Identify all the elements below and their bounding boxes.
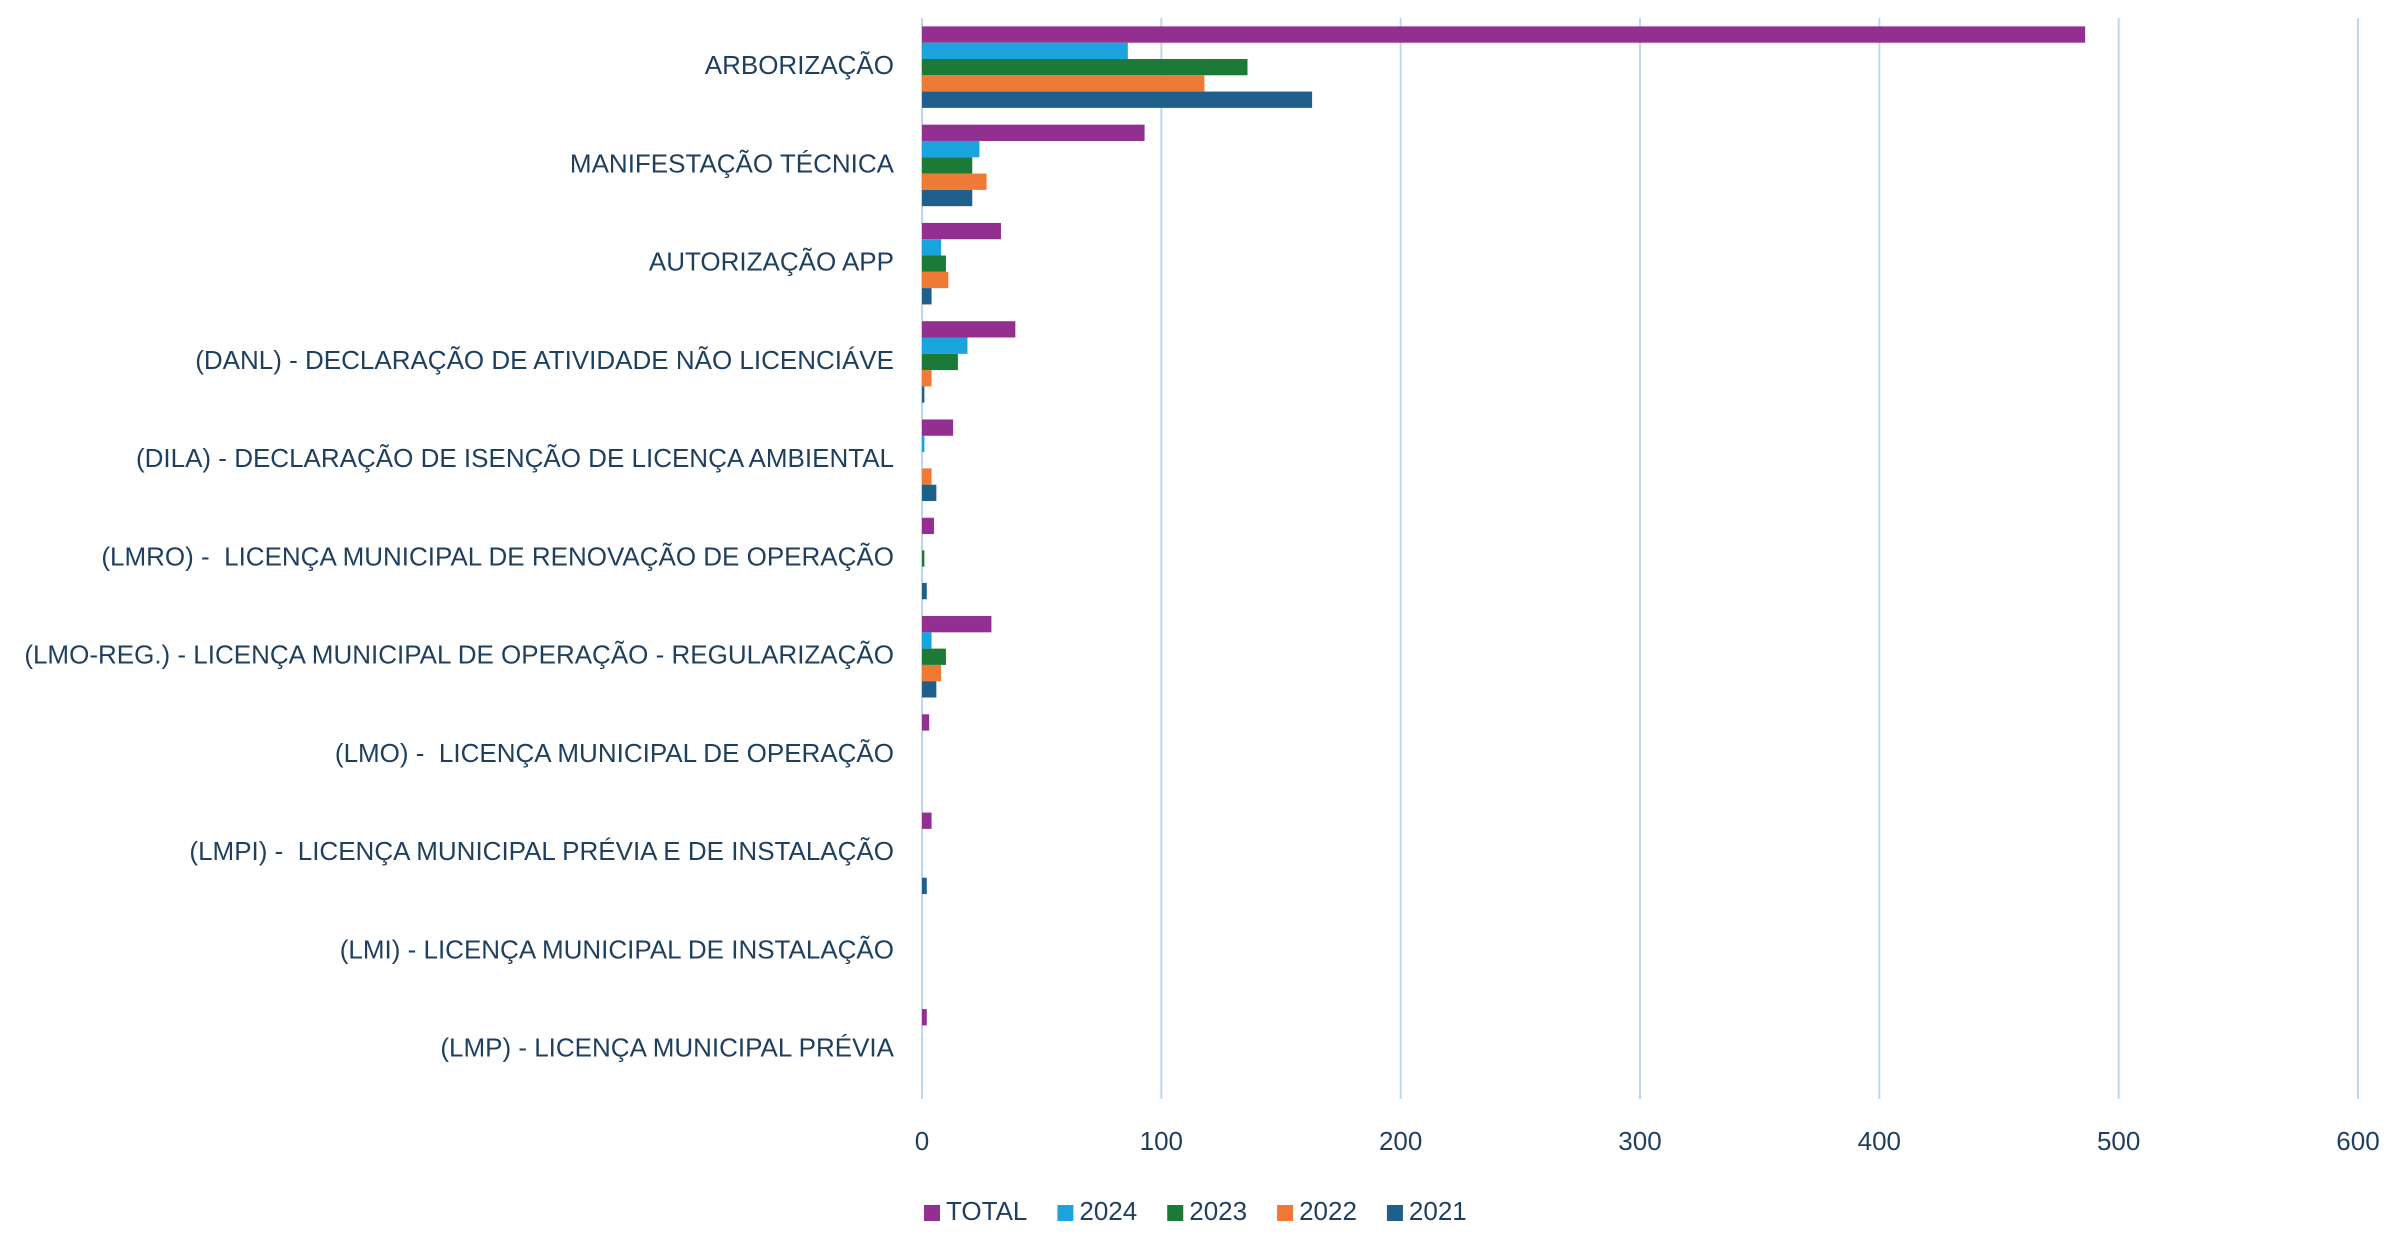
y-tick-label: (LMO) - LICENÇA MUNICIPAL DE OPERAÇÃO: [335, 738, 894, 768]
bar: [922, 550, 925, 567]
bar: [922, 435, 925, 453]
bar: [922, 140, 980, 158]
bar: [922, 582, 927, 600]
legend-swatch: [1277, 1205, 1294, 1221]
legend-swatch: [924, 1205, 940, 1221]
bar: [922, 337, 968, 354]
bar: [922, 370, 932, 387]
x-tick-label: 100: [1140, 1126, 1183, 1156]
bar: [922, 58, 1248, 76]
bar: [922, 616, 992, 633]
x-tick-label: 0: [915, 1126, 929, 1156]
bar: [922, 239, 942, 256]
bar: [922, 321, 1016, 338]
y-tick-label: MANIFESTAÇÃO TÉCNICA: [570, 148, 895, 178]
bar: [922, 91, 1313, 108]
legend-swatch: [1057, 1205, 1074, 1221]
y-tick-label: (LMP) - LICENÇA MUNICIPAL PRÉVIA: [440, 1033, 894, 1063]
bar: [922, 714, 930, 731]
bar: [922, 1009, 927, 1026]
x-tick-label: 300: [1618, 1126, 1661, 1156]
bar: [922, 189, 973, 207]
x-tick-label: 600: [2336, 1126, 2379, 1156]
x-tick-label: 400: [1858, 1126, 1901, 1156]
y-tick-label: (DANL) - DECLARAÇÃO DE ATIVIDADE NÃO LIC…: [195, 345, 894, 375]
bar: [922, 681, 937, 698]
y-tick-label: (LMO-REG.) - LICENÇA MUNICIPAL DE OPERAÇ…: [24, 640, 894, 670]
bar: [922, 42, 1128, 59]
y-tick-label: (LMPI) - LICENÇA MUNICIPAL PRÉVIA E DE I…: [189, 836, 894, 866]
bar: [922, 812, 932, 829]
bar: [922, 124, 1145, 141]
bar: [922, 353, 958, 371]
legend-label: 2022: [1299, 1196, 1357, 1226]
bar: [922, 386, 925, 403]
y-tick-label: AUTORIZAÇÃO APP: [649, 247, 894, 277]
bar: [922, 664, 942, 682]
bar: [922, 484, 937, 501]
y-tick-label: (LMI) - LICENÇA MUNICIPAL DE INSTALAÇÃO: [340, 934, 894, 964]
bar: [922, 517, 934, 535]
x-tick-label: 200: [1379, 1126, 1422, 1156]
y-tick-label: (LMRO) - LICENÇA MUNICIPAL DE RENOVAÇÃO …: [101, 541, 894, 571]
bar: [922, 271, 949, 289]
bar: [922, 255, 946, 272]
legend-label: 2024: [1079, 1196, 1137, 1226]
y-tick-label: (DILA) - DECLARAÇÃO DE ISENÇÃO DE LICENÇ…: [136, 443, 894, 473]
legend-swatch: [1386, 1205, 1403, 1221]
bar: [922, 877, 927, 895]
y-tick-label: ARBORIZAÇÃO: [705, 50, 894, 80]
bar: [922, 222, 1001, 240]
bar: [922, 468, 932, 485]
x-tick-label: 500: [2097, 1126, 2140, 1156]
bar: [922, 157, 973, 174]
legend-label: 2023: [1189, 1196, 1247, 1226]
bar: [922, 26, 2086, 43]
bar: [922, 632, 932, 649]
legend-label: 2021: [1409, 1196, 1467, 1226]
legend-label: TOTAL: [946, 1196, 1027, 1226]
bar: [922, 75, 1205, 92]
bar: [922, 288, 932, 305]
bar: [922, 173, 987, 190]
bar: [922, 419, 954, 436]
legend-swatch: [1167, 1205, 1184, 1221]
bar: [922, 648, 946, 665]
